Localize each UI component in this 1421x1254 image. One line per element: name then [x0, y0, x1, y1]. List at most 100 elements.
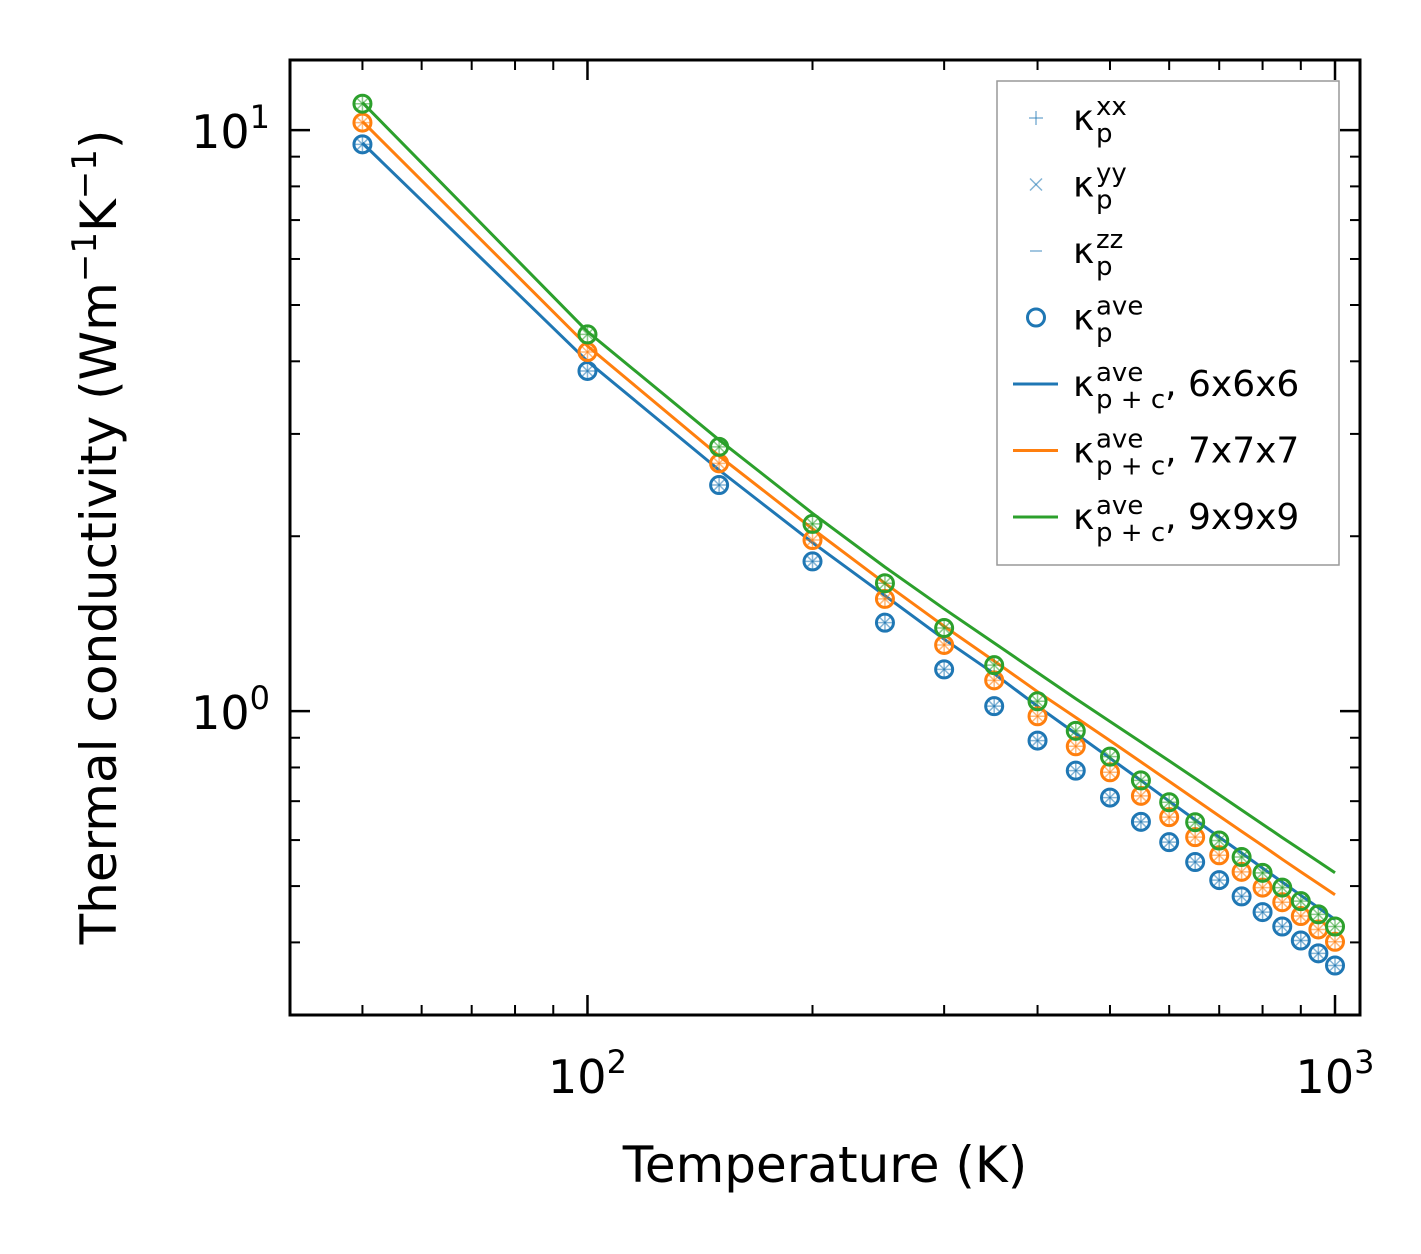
marker-x-b: [580, 345, 595, 359]
data-point-9x9x9: [1130, 770, 1151, 791]
marker-circle: [1252, 902, 1273, 923]
data-point-7x7x7: [709, 453, 730, 474]
marker-circle: [984, 655, 1005, 676]
data-point-6x6x6: [1209, 870, 1230, 891]
marker-x-b: [1294, 909, 1308, 923]
marker-circle: [1290, 891, 1311, 912]
marker-x-b: [1134, 789, 1148, 803]
data-point-6x6x6: [1065, 760, 1086, 781]
marker-x-b: [1328, 958, 1342, 973]
marker-circle: [1272, 916, 1293, 937]
data-point-6x6x6: [1099, 787, 1120, 808]
legend-label: κyy p: [1073, 159, 1127, 216]
data-point-9x9x9: [1209, 830, 1230, 851]
data-point-6x6x6: [1130, 811, 1151, 832]
marker-x-b: [580, 327, 595, 341]
marker-x-b: [355, 137, 369, 151]
data-point-9x9x9: [1099, 746, 1120, 767]
marker-x-b: [1235, 865, 1249, 879]
data-point-6x6x6: [1252, 902, 1273, 923]
marker-circle: [934, 618, 955, 639]
marker-x-b: [1212, 848, 1226, 862]
data-point-6x6x6: [352, 134, 373, 155]
data-point-9x9x9: [934, 618, 955, 639]
marker-circle: [1185, 812, 1206, 833]
legend-item: κzz p: [1030, 225, 1123, 282]
marker-circle: [1272, 877, 1293, 898]
marker-x-b: [1212, 833, 1226, 848]
marker-x-b: [1188, 855, 1202, 869]
marker-x-b: [712, 456, 726, 470]
data-point-6x6x6: [1027, 730, 1048, 751]
data-point-9x9x9: [1231, 847, 1252, 868]
marker-circle: [1308, 904, 1329, 925]
marker-x-b: [987, 699, 1001, 713]
marker-circle: [1231, 886, 1252, 907]
markers-layer: [352, 93, 1346, 976]
data-point-7x7x7: [934, 634, 955, 655]
marker-circle: [1308, 943, 1329, 964]
marker-x-b: [1275, 919, 1289, 934]
labels-layer: 102 103 100 101 Temperature (K) Thermal condu…: [65, 98, 1374, 1194]
data-point-9x9x9: [1159, 792, 1180, 813]
marker-x-b: [1235, 889, 1249, 903]
marker-x-b: [878, 616, 892, 630]
marker-x-b: [1103, 765, 1117, 779]
marker-x-b: [1188, 815, 1202, 829]
marker-circle: [1130, 770, 1151, 791]
data-point-7x7x7: [352, 112, 373, 133]
legend: κxx p κyy p κzz p κave p κave p + c, 6x6x6 κave p +…: [996, 80, 1340, 566]
ticks-layer: [289, 60, 1360, 1016]
marker-x-b: [805, 533, 820, 547]
marker-circle: [1099, 787, 1120, 808]
marker-x-b: [805, 554, 820, 568]
marker-x-b: [1103, 791, 1117, 805]
data-point-9x9x9: [1252, 862, 1273, 883]
marker-x-b: [1275, 895, 1289, 909]
legend-circle-marker: [1026, 307, 1046, 328]
marker-circle: [577, 360, 598, 381]
marker-circle: [1159, 792, 1180, 813]
data-point-9x9x9: [1065, 720, 1086, 741]
data-point-9x9x9: [1325, 916, 1346, 937]
marker-circle: [984, 696, 1005, 717]
data-point-7x7x7: [577, 342, 598, 363]
marker-circle: [1325, 955, 1346, 976]
marker-circle: [1130, 811, 1151, 832]
marker-x-b: [712, 440, 726, 454]
marker-circle: [874, 573, 895, 594]
data-point-6x6x6: [1159, 832, 1180, 853]
marker-x-b: [1311, 907, 1325, 921]
marker-circle: [934, 659, 955, 680]
legend-label: κave p + c, 9x9x9: [1073, 491, 1299, 548]
legend-item: κave p: [1026, 292, 1143, 349]
data-point-6x6x6: [802, 551, 823, 572]
marker-circle: [1065, 760, 1086, 781]
legend-item: κyy p: [1029, 159, 1127, 216]
marker-circle: [1099, 746, 1120, 767]
marker-circle: [1252, 862, 1273, 883]
marker-x-b: [1311, 922, 1325, 937]
marker-x-b: [1031, 709, 1045, 723]
data-point-9x9x9: [1272, 877, 1293, 898]
data-point-6x6x6: [1231, 886, 1252, 907]
marker-x-b: [1256, 881, 1270, 895]
data-point-9x9x9: [1027, 691, 1048, 712]
legend-label: κzz p: [1073, 225, 1123, 282]
data-point-6x6x6: [1325, 955, 1346, 976]
marker-circle: [352, 134, 373, 155]
data-point-6x6x6: [1308, 943, 1329, 964]
data-point-9x9x9: [577, 324, 598, 345]
marker-x-b: [987, 658, 1001, 672]
marker-circle: [874, 612, 895, 633]
data-point-9x9x9: [984, 655, 1005, 676]
marker-x-b: [1103, 750, 1117, 764]
marker-circle: [1159, 832, 1180, 853]
data-point-9x9x9: [802, 513, 823, 534]
legend-item: κave p + c, 6x6x6: [1013, 358, 1299, 415]
data-point-6x6x6: [874, 612, 895, 633]
data-point-6x6x6: [709, 475, 730, 496]
marker-x-b: [1134, 815, 1148, 829]
marker-x-b: [712, 478, 726, 492]
